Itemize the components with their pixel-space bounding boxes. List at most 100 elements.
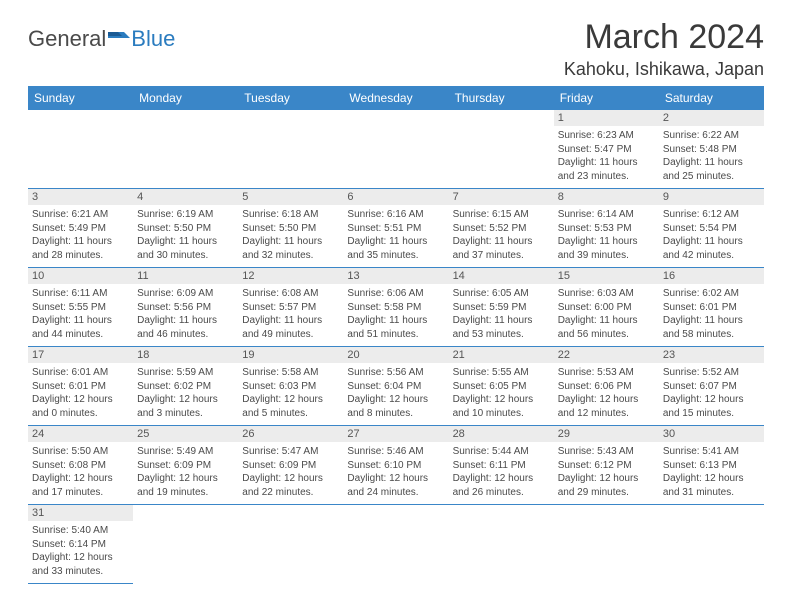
- daynum-cell: 10: [28, 268, 133, 285]
- daylight-text-1: Daylight: 11 hours: [558, 235, 655, 249]
- daynum-cell: 9: [659, 189, 764, 206]
- daylight-text-1: Daylight: 12 hours: [453, 393, 550, 407]
- daylight-text-1: Daylight: 12 hours: [242, 472, 339, 486]
- daylight-text-1: Daylight: 11 hours: [137, 235, 234, 249]
- sunrise-text: Sunrise: 6:09 AM: [137, 287, 234, 301]
- daynum-row: 3456789: [28, 189, 764, 206]
- sunset-text: Sunset: 6:14 PM: [32, 538, 129, 552]
- daylight-text-2: and 51 minutes.: [347, 328, 444, 342]
- daynum-cell: [449, 505, 554, 522]
- daylight-text-1: Daylight: 12 hours: [453, 472, 550, 486]
- sunrise-text: Sunrise: 6:01 AM: [32, 366, 129, 380]
- day-cell: Sunrise: 5:44 AMSunset: 6:11 PMDaylight:…: [449, 442, 554, 505]
- sunrise-text: Sunrise: 5:43 AM: [558, 445, 655, 459]
- daylight-text-2: and 49 minutes.: [242, 328, 339, 342]
- daynum-cell: [343, 505, 448, 522]
- sunrise-text: Sunrise: 6:02 AM: [663, 287, 760, 301]
- daylight-text-1: Daylight: 12 hours: [347, 393, 444, 407]
- day-cell: Sunrise: 6:21 AMSunset: 5:49 PMDaylight:…: [28, 205, 133, 268]
- sunset-text: Sunset: 5:54 PM: [663, 222, 760, 236]
- day-cell: Sunrise: 6:22 AMSunset: 5:48 PMDaylight:…: [659, 126, 764, 189]
- day-header-cell: Tuesday: [238, 86, 343, 110]
- daylight-text-2: and 29 minutes.: [558, 486, 655, 500]
- day-cell: Sunrise: 5:47 AMSunset: 6:09 PMDaylight:…: [238, 442, 343, 505]
- daylight-text-2: and 5 minutes.: [242, 407, 339, 421]
- daynum-cell: 2: [659, 110, 764, 126]
- week-row: Sunrise: 5:50 AMSunset: 6:08 PMDaylight:…: [28, 442, 764, 505]
- day-cell: Sunrise: 5:40 AMSunset: 6:14 PMDaylight:…: [28, 521, 133, 584]
- sunset-text: Sunset: 5:56 PM: [137, 301, 234, 315]
- week-row: Sunrise: 6:23 AMSunset: 5:47 PMDaylight:…: [28, 126, 764, 189]
- daylight-text-1: Daylight: 12 hours: [558, 472, 655, 486]
- daylight-text-2: and 25 minutes.: [663, 170, 760, 184]
- daynum-cell: 5: [238, 189, 343, 206]
- day-header-cell: Sunday: [28, 86, 133, 110]
- week-row: Sunrise: 5:40 AMSunset: 6:14 PMDaylight:…: [28, 521, 764, 584]
- daynum-cell: [449, 110, 554, 126]
- daylight-text-1: Daylight: 12 hours: [32, 551, 129, 565]
- logo-text-2: Blue: [131, 26, 175, 52]
- daylight-text-2: and 53 minutes.: [453, 328, 550, 342]
- sunset-text: Sunset: 5:57 PM: [242, 301, 339, 315]
- day-cell: Sunrise: 5:58 AMSunset: 6:03 PMDaylight:…: [238, 363, 343, 426]
- daynum-cell: 4: [133, 189, 238, 206]
- sunrise-text: Sunrise: 5:46 AM: [347, 445, 444, 459]
- daylight-text-1: Daylight: 11 hours: [558, 314, 655, 328]
- daynum-row: 17181920212223: [28, 347, 764, 364]
- day-cell: [659, 521, 764, 584]
- daynum-cell: 3: [28, 189, 133, 206]
- day-cell: Sunrise: 6:08 AMSunset: 5:57 PMDaylight:…: [238, 284, 343, 347]
- daylight-text-2: and 28 minutes.: [32, 249, 129, 263]
- sunrise-text: Sunrise: 5:56 AM: [347, 366, 444, 380]
- daylight-text-1: Daylight: 12 hours: [137, 393, 234, 407]
- daynum-cell: 19: [238, 347, 343, 364]
- daynum-cell: 26: [238, 426, 343, 443]
- daynum-cell: 24: [28, 426, 133, 443]
- day-header-cell: Thursday: [449, 86, 554, 110]
- calendar-table: SundayMondayTuesdayWednesdayThursdayFrid…: [28, 86, 764, 584]
- sunrise-text: Sunrise: 6:23 AM: [558, 129, 655, 143]
- daylight-text-1: Daylight: 11 hours: [558, 156, 655, 170]
- daynum-cell: 28: [449, 426, 554, 443]
- sunrise-text: Sunrise: 6:08 AM: [242, 287, 339, 301]
- daynum-cell: 16: [659, 268, 764, 285]
- daynum-cell: [554, 505, 659, 522]
- daylight-text-2: and 23 minutes.: [558, 170, 655, 184]
- sunset-text: Sunset: 5:53 PM: [558, 222, 655, 236]
- title-block: March 2024 Kahoku, Ishikawa, Japan: [564, 18, 764, 80]
- daylight-text-1: Daylight: 11 hours: [453, 235, 550, 249]
- sunset-text: Sunset: 6:07 PM: [663, 380, 760, 394]
- day-cell: Sunrise: 6:12 AMSunset: 5:54 PMDaylight:…: [659, 205, 764, 268]
- sunset-text: Sunset: 6:03 PM: [242, 380, 339, 394]
- sunrise-text: Sunrise: 6:06 AM: [347, 287, 444, 301]
- daynum-cell: 30: [659, 426, 764, 443]
- day-cell: Sunrise: 5:46 AMSunset: 6:10 PMDaylight:…: [343, 442, 448, 505]
- sunset-text: Sunset: 6:05 PM: [453, 380, 550, 394]
- sunset-text: Sunset: 6:13 PM: [663, 459, 760, 473]
- sunset-text: Sunset: 6:09 PM: [137, 459, 234, 473]
- daynum-cell: 14: [449, 268, 554, 285]
- sunrise-text: Sunrise: 5:40 AM: [32, 524, 129, 538]
- daynum-cell: [343, 110, 448, 126]
- calendar-body: SundayMondayTuesdayWednesdayThursdayFrid…: [28, 86, 764, 584]
- daynum-cell: [659, 505, 764, 522]
- day-cell: Sunrise: 5:41 AMSunset: 6:13 PMDaylight:…: [659, 442, 764, 505]
- daylight-text-1: Daylight: 11 hours: [32, 314, 129, 328]
- daylight-text-2: and 8 minutes.: [347, 407, 444, 421]
- day-header-cell: Friday: [554, 86, 659, 110]
- logo: GeneralBlue: [28, 26, 175, 52]
- day-cell: Sunrise: 6:19 AMSunset: 5:50 PMDaylight:…: [133, 205, 238, 268]
- sunrise-text: Sunrise: 5:59 AM: [137, 366, 234, 380]
- daynum-cell: 20: [343, 347, 448, 364]
- sunrise-text: Sunrise: 6:03 AM: [558, 287, 655, 301]
- daylight-text-2: and 44 minutes.: [32, 328, 129, 342]
- daylight-text-1: Daylight: 11 hours: [453, 314, 550, 328]
- daylight-text-2: and 30 minutes.: [137, 249, 234, 263]
- daylight-text-2: and 31 minutes.: [663, 486, 760, 500]
- day-cell: Sunrise: 5:50 AMSunset: 6:08 PMDaylight:…: [28, 442, 133, 505]
- sunset-text: Sunset: 6:04 PM: [347, 380, 444, 394]
- day-cell: Sunrise: 6:01 AMSunset: 6:01 PMDaylight:…: [28, 363, 133, 426]
- day-cell: Sunrise: 6:02 AMSunset: 6:01 PMDaylight:…: [659, 284, 764, 347]
- day-cell: Sunrise: 5:59 AMSunset: 6:02 PMDaylight:…: [133, 363, 238, 426]
- day-cell: Sunrise: 5:49 AMSunset: 6:09 PMDaylight:…: [133, 442, 238, 505]
